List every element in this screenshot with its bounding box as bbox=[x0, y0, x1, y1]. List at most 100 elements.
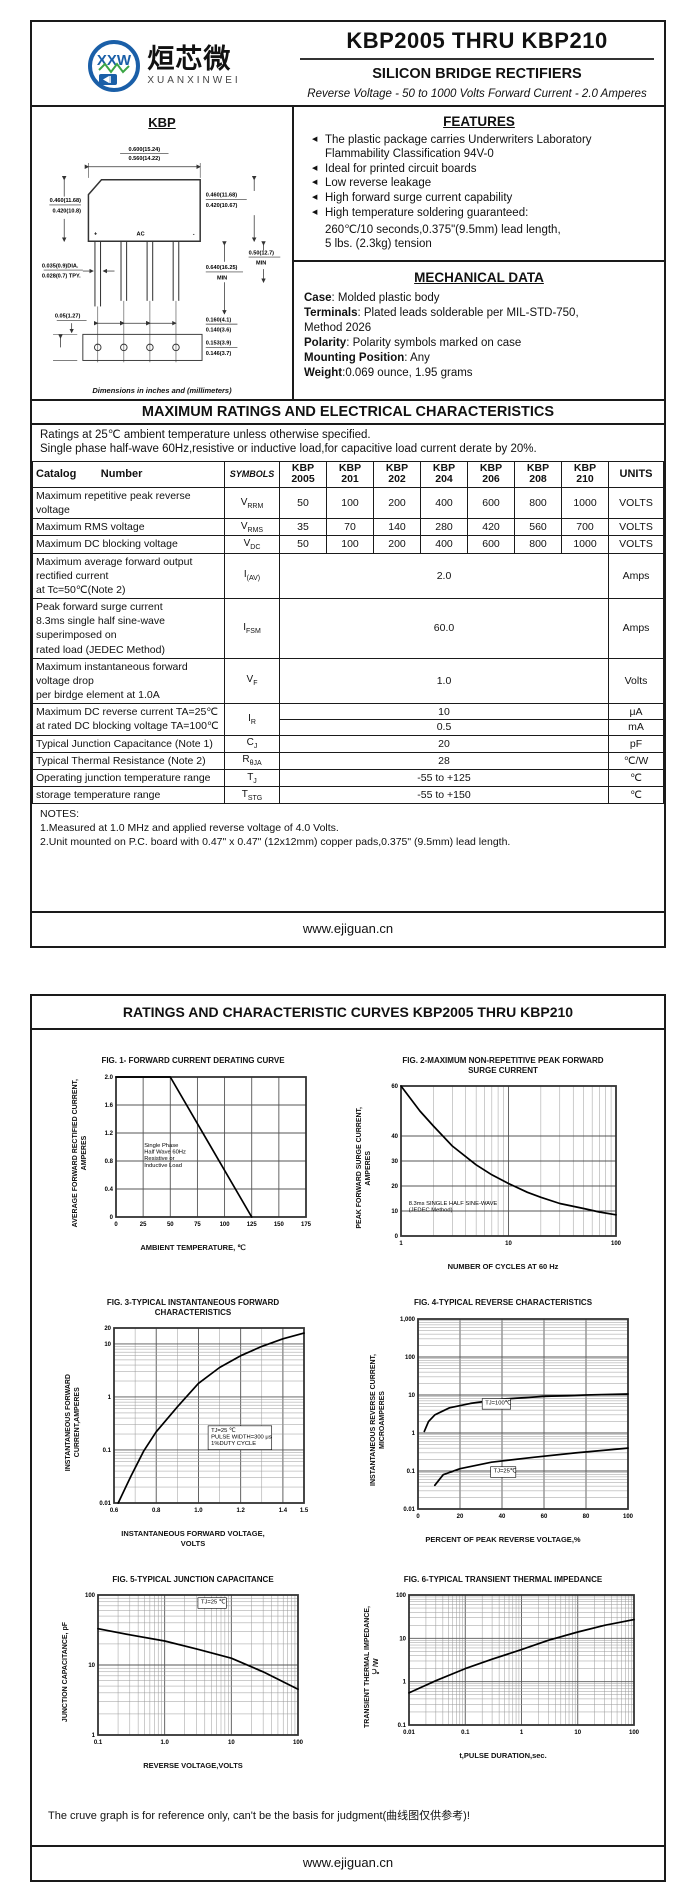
x-tick-label: 1 bbox=[399, 1241, 403, 1247]
value-cell: 28 bbox=[279, 751, 609, 770]
col-header: KBP 210 bbox=[561, 460, 609, 488]
dim-label: 0.420(10.8) bbox=[52, 208, 81, 214]
value-cell: 400 bbox=[420, 535, 468, 554]
header: XXW 烜芯微 XUANXINWEI KBP2005 THRU KBP210 S… bbox=[32, 22, 664, 105]
lead-centerlines bbox=[97, 300, 177, 363]
col-header: KBP 2005 bbox=[279, 460, 327, 488]
ratings-intro-line: Single phase half-wave 60Hz,resistive or… bbox=[40, 443, 537, 456]
y-tick-label: 20 bbox=[104, 1326, 111, 1332]
x-tick-label: 10 bbox=[505, 1241, 512, 1247]
figure-x-axis-label: NUMBER OF CYCLES AT 60 Hz bbox=[447, 1262, 559, 1272]
figure-plot: 0 25 50 75 100 125 150 175 2.0 1.6 1.2 0.8 0.4 0 Singl… bbox=[105, 1075, 312, 1228]
value-cell: 560 bbox=[514, 518, 562, 537]
plot-annotation: 8.3ms SINGLE HALF SINE-WAVE bbox=[408, 1201, 497, 1207]
y-tick-label: 60 bbox=[391, 1084, 398, 1090]
table-row: Maximum average forward output rectified… bbox=[32, 552, 664, 600]
x-tick-label: 100 bbox=[220, 1222, 231, 1228]
unit-cell: VOLTS bbox=[608, 535, 664, 554]
dim-label: 0.153(3.9) bbox=[206, 341, 232, 347]
figure-title: FIG. 3-TYPICAL INSTANTANEOUS FORWARD CHA… bbox=[106, 1298, 280, 1317]
mechanical-term: Weight bbox=[304, 366, 343, 379]
figure-fig2: FIG. 2-MAXIMUM NON-REPETITIVE PEAK FORWA… bbox=[356, 1056, 650, 1272]
series-tj-100c-curve bbox=[423, 1392, 630, 1432]
unit-cell: μA bbox=[608, 703, 664, 720]
brand-text: 烜芯微 XUANXINWEI bbox=[147, 45, 240, 86]
figure-y-axis-label: INSTANTANEOUS REVERSE CURRENT, MICROAMPE… bbox=[369, 1354, 386, 1487]
plot-annotation: TJ=25 ℃ bbox=[201, 1600, 226, 1606]
figure-plot-host: 0.1 1.0 10 100 100 10 1 TJ=25 ℃ bbox=[72, 1587, 306, 1756]
footprint-holes bbox=[94, 343, 180, 352]
figure-title: FIG. 2-MAXIMUM NON-REPETITIVE PEAK FORWA… bbox=[402, 1056, 604, 1075]
plot-annotation: TJ=100℃ bbox=[485, 1400, 511, 1406]
mechanical-line: Polarity: Polarity symbols marked on cas… bbox=[304, 336, 522, 349]
mechanical-lines: Case: Molded plastic body Terminals: Plat… bbox=[304, 291, 654, 381]
doc-title: KBP2005 THRU KBP210 bbox=[300, 28, 654, 60]
series-thermal-impedance-curve bbox=[407, 1619, 635, 1695]
table-row: Maximum repetitive peak reverse voltage V… bbox=[32, 486, 664, 520]
figure-body: JUNCTION CAPACITANCE, pF 0.1 1.0 10 100 100 10… bbox=[62, 1587, 323, 1756]
mechanical-line: Weight:0.069 ounce, 1.95 grams bbox=[304, 366, 473, 379]
unit-cell: ℃/W bbox=[608, 751, 664, 770]
value-cell: 600 bbox=[467, 486, 515, 520]
unit-cell: Volts bbox=[608, 657, 664, 705]
table-row: Peak forward surge current 8.3ms single … bbox=[32, 598, 664, 659]
y-tick-label: 10 bbox=[399, 1637, 406, 1643]
table-row: Typical Junction Capacitance (Note 1) CJ 2… bbox=[32, 734, 664, 753]
mechanical-term: Terminals bbox=[304, 307, 358, 320]
features-heading: FEATURES bbox=[443, 114, 515, 129]
col-header: KBP 204 bbox=[420, 460, 468, 488]
value-cell: 420 bbox=[467, 518, 515, 537]
figure-plot-host: 0.6 0.8 1.0 1.2 1.4 1.5 20 10 1 0.1 0.01 TJ=25 ℃ PUL… bbox=[84, 1320, 312, 1524]
x-tick-label: 80 bbox=[583, 1514, 590, 1520]
figure-body: INSTANTANEOUS FORWARD CURRENT,AMPERES 0.6… bbox=[65, 1320, 320, 1524]
symbol-cell: IFSM bbox=[224, 598, 280, 659]
figure-body: PEAK FORWARD SURGE CURRENT, AMPERES 1 10 10… bbox=[356, 1078, 650, 1257]
col-header: KBP 202 bbox=[373, 460, 421, 488]
plot-annotation: Resistive or bbox=[144, 1156, 174, 1162]
series-forward-characteristic-curve bbox=[117, 1332, 305, 1505]
value-cell: -55 to +150 bbox=[279, 786, 609, 805]
unit-cell: Amps bbox=[608, 598, 664, 659]
dim-label: 0.420(10.67) bbox=[206, 203, 238, 209]
parameter-cell: Maximum repetitive peak reverse voltage bbox=[32, 486, 225, 520]
mechanical-data-section: MECHANICAL DATA Case: Molded plastic bod… bbox=[294, 262, 664, 389]
x-tick-label: 20 bbox=[457, 1514, 464, 1520]
value-cell: 200 bbox=[373, 486, 421, 520]
value-cell: 20 bbox=[279, 734, 609, 753]
col-header: KBP 201 bbox=[326, 460, 374, 488]
figure-title: FIG. 4-TYPICAL REVERSE CHARACTERISTICS bbox=[413, 1298, 593, 1308]
y-tick-label: 100 bbox=[405, 1355, 416, 1361]
xxw-logo-icon: XXW bbox=[88, 39, 141, 92]
curves-banner: RATINGS AND CHARACTERISTIC CURVES KBP200… bbox=[32, 996, 664, 1031]
dim-label: 0.50(12.7) bbox=[249, 250, 275, 256]
package-name: KBP bbox=[148, 115, 176, 130]
unit-cell: VOLTS bbox=[608, 518, 664, 537]
curves-reference-note: The cruve graph is for reference only, c… bbox=[48, 1810, 470, 1823]
x-tick-label: 1.2 bbox=[236, 1508, 245, 1514]
figure-plot-host: 1 10 100 60 40 30 20 10 0 8.3ms SINGLE HALF SINE-… bbox=[375, 1078, 624, 1257]
mechanical-line: Case: Molded plastic body bbox=[304, 292, 440, 305]
mechanical-line: Mounting Position: Any bbox=[304, 351, 430, 364]
figure-y-axis-label: PEAK FORWARD SURGE CURRENT, AMPERES bbox=[356, 1107, 372, 1229]
dim-label: 0.146(3.7) bbox=[206, 351, 232, 357]
figure-fig6: FIG. 6-TYPICAL TRANSIENT THERMAL IMPEDAN… bbox=[356, 1575, 651, 1771]
mechanical-heading: MECHANICAL DATA bbox=[414, 269, 544, 285]
figure-plot: 0.6 0.8 1.0 1.2 1.4 1.5 20 10 1 0.1 0.01 TJ=25 ℃PUL… bbox=[99, 1326, 309, 1514]
x-tick-label: 0.6 bbox=[110, 1508, 119, 1514]
plot-annotation: TJ=25 ℃ bbox=[211, 1428, 236, 1434]
table-row: Maximum DC blocking voltage VDC 50 100 200 40… bbox=[32, 535, 664, 554]
value-cell: 1000 bbox=[561, 535, 609, 554]
features-extra: 260℃/10 seconds,0.375"(9.5mm) lead lengt… bbox=[325, 223, 561, 251]
x-tick-label: 40 bbox=[499, 1514, 506, 1520]
y-tick-label: 0.4 bbox=[105, 1187, 114, 1193]
x-tick-label: 175 bbox=[301, 1222, 312, 1228]
package-caption: Dimensions in inches and (millimeters) bbox=[92, 386, 232, 395]
unit-cell: ℃ bbox=[608, 786, 664, 805]
symbol-cell: RθJA bbox=[224, 751, 280, 770]
x-tick-label: 1 bbox=[520, 1730, 524, 1736]
doc-subtitle: SILICON BRIDGE RECTIFIERS bbox=[372, 66, 582, 82]
col-header: KBP 206 bbox=[467, 460, 515, 488]
x-tick-label: 0.01 bbox=[403, 1730, 415, 1736]
symbol-cell: VF bbox=[224, 657, 280, 705]
